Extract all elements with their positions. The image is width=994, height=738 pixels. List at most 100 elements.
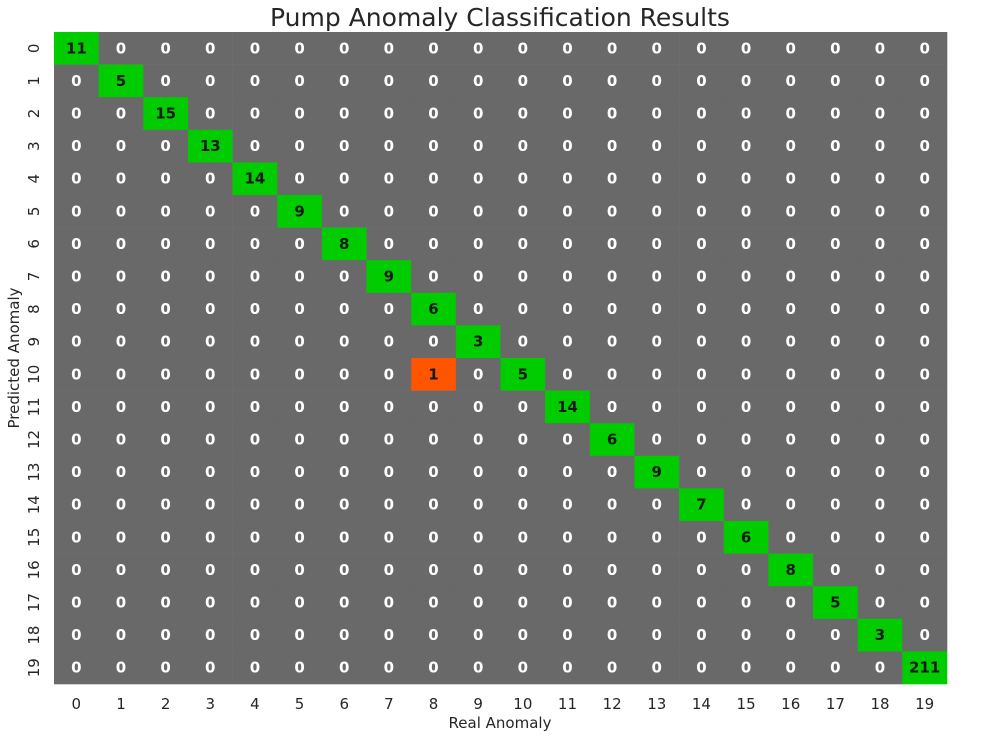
cell-value-label: 0 bbox=[71, 659, 81, 677]
heatmap-cell bbox=[411, 195, 457, 228]
heatmap-cell bbox=[187, 390, 233, 424]
heatmap-cell bbox=[321, 64, 367, 98]
cell-value-label: 0 bbox=[696, 594, 706, 612]
heatmap-cell bbox=[98, 553, 144, 587]
cell-value-label: 0 bbox=[428, 398, 438, 416]
cell-value-label: 0 bbox=[116, 659, 126, 677]
cell-value-label: 0 bbox=[294, 72, 304, 90]
cell-value-label: 0 bbox=[294, 365, 304, 383]
cell-value-label: 0 bbox=[116, 528, 126, 546]
heatmap-cell bbox=[500, 227, 546, 261]
cell-value-label: 0 bbox=[160, 235, 170, 253]
cell-value-label: 0 bbox=[741, 594, 751, 612]
heatmap-cell bbox=[366, 586, 412, 620]
cell-value-label: 0 bbox=[786, 398, 796, 416]
cell-value-label: 0 bbox=[71, 528, 81, 546]
cell-value-label: 0 bbox=[786, 528, 796, 546]
cell-value-label: 0 bbox=[71, 365, 81, 383]
y-axis-label: Predicted Anomaly bbox=[5, 287, 23, 428]
cell-value-label: 0 bbox=[607, 268, 617, 286]
cell-value-label: 0 bbox=[607, 365, 617, 383]
cell-value-label: 0 bbox=[741, 137, 751, 155]
heatmap-cell bbox=[98, 195, 144, 228]
heatmap-cell bbox=[54, 260, 99, 294]
heatmap-cell bbox=[902, 64, 948, 98]
heatmap-cell bbox=[54, 32, 99, 65]
heatmap-cell bbox=[54, 195, 99, 228]
cell-value-label: 0 bbox=[116, 496, 126, 514]
heatmap-cell bbox=[366, 129, 412, 163]
heatmap-cell bbox=[634, 586, 680, 620]
cell-value-label: 0 bbox=[786, 496, 796, 514]
cell-value-label: 5 bbox=[830, 594, 840, 612]
heatmap-cell bbox=[768, 325, 814, 359]
x-tick-label: 16 bbox=[781, 695, 800, 713]
cell-value-label: 0 bbox=[473, 496, 483, 514]
heatmap-cell bbox=[321, 423, 367, 457]
heatmap-cell bbox=[679, 651, 725, 685]
cell-value-label: 0 bbox=[428, 202, 438, 220]
heatmap-cell bbox=[411, 423, 457, 457]
cell-value-label: 0 bbox=[919, 365, 929, 383]
heatmap-cell bbox=[366, 488, 412, 522]
cell-value-label: 0 bbox=[339, 72, 349, 90]
x-tick-label: 11 bbox=[558, 695, 577, 713]
cell-value-label: 0 bbox=[160, 268, 170, 286]
heatmap-cell bbox=[232, 586, 278, 620]
heatmap-cell bbox=[232, 162, 278, 196]
heatmap-cell bbox=[98, 32, 144, 65]
heatmap-cell bbox=[545, 521, 591, 554]
cell-value-label: 0 bbox=[339, 594, 349, 612]
cell-value-label: 0 bbox=[473, 528, 483, 546]
heatmap-cell bbox=[902, 651, 948, 685]
heatmap-cell bbox=[143, 32, 189, 65]
cell-value-label: 0 bbox=[652, 333, 662, 351]
heatmap-cell bbox=[902, 586, 948, 620]
heatmap-cell bbox=[902, 618, 948, 652]
heatmap-cell bbox=[902, 292, 948, 326]
heatmap-cell bbox=[143, 390, 189, 424]
heatmap-cell bbox=[321, 97, 367, 131]
y-tick-label: 10 bbox=[25, 365, 43, 384]
cell-value-label: 0 bbox=[116, 170, 126, 188]
x-tick-label: 1 bbox=[116, 695, 126, 713]
heatmap-cell bbox=[143, 129, 189, 163]
cell-value-label: 0 bbox=[384, 202, 394, 220]
cell-value-label: 0 bbox=[250, 333, 260, 351]
cell-value-label: 0 bbox=[518, 202, 528, 220]
cell-value-label: 0 bbox=[652, 39, 662, 57]
heatmap-cell bbox=[902, 325, 948, 359]
heatmap-cell bbox=[589, 162, 635, 196]
cell-value-label: 0 bbox=[919, 463, 929, 481]
cell-value-label: 0 bbox=[562, 268, 572, 286]
heatmap-cell bbox=[411, 325, 457, 359]
heatmap-cell bbox=[634, 260, 680, 294]
heatmap-cell bbox=[366, 358, 412, 391]
heatmap-cell bbox=[98, 618, 144, 652]
cell-value-label: 0 bbox=[384, 235, 394, 253]
cell-value-label: 0 bbox=[696, 431, 706, 449]
heatmap-cell bbox=[500, 97, 546, 131]
heatmap-cell bbox=[723, 195, 769, 228]
cell-value-label: 5 bbox=[116, 72, 126, 90]
heatmap-cell bbox=[232, 390, 278, 424]
cell-value-label: 0 bbox=[160, 496, 170, 514]
cell-value-label: 0 bbox=[786, 333, 796, 351]
heatmap-cell bbox=[545, 455, 591, 489]
cell-value-label: 0 bbox=[428, 561, 438, 579]
heatmap-cell bbox=[411, 651, 457, 685]
cell-value-label: 0 bbox=[116, 39, 126, 57]
heatmap-cell bbox=[768, 618, 814, 652]
cell-value-label: 0 bbox=[518, 170, 528, 188]
cell-value-label: 0 bbox=[741, 626, 751, 644]
cell-value-label: 0 bbox=[473, 170, 483, 188]
heatmap-cell bbox=[634, 97, 680, 131]
cell-value-label: 0 bbox=[71, 463, 81, 481]
heatmap-cell bbox=[232, 97, 278, 131]
cell-value-label: 0 bbox=[562, 659, 572, 677]
heatmap-cell bbox=[366, 64, 412, 98]
heatmap-cell bbox=[143, 162, 189, 196]
heatmap-cell bbox=[232, 618, 278, 652]
heatmap-cell bbox=[768, 553, 814, 587]
cell-value-label: 0 bbox=[205, 105, 215, 123]
